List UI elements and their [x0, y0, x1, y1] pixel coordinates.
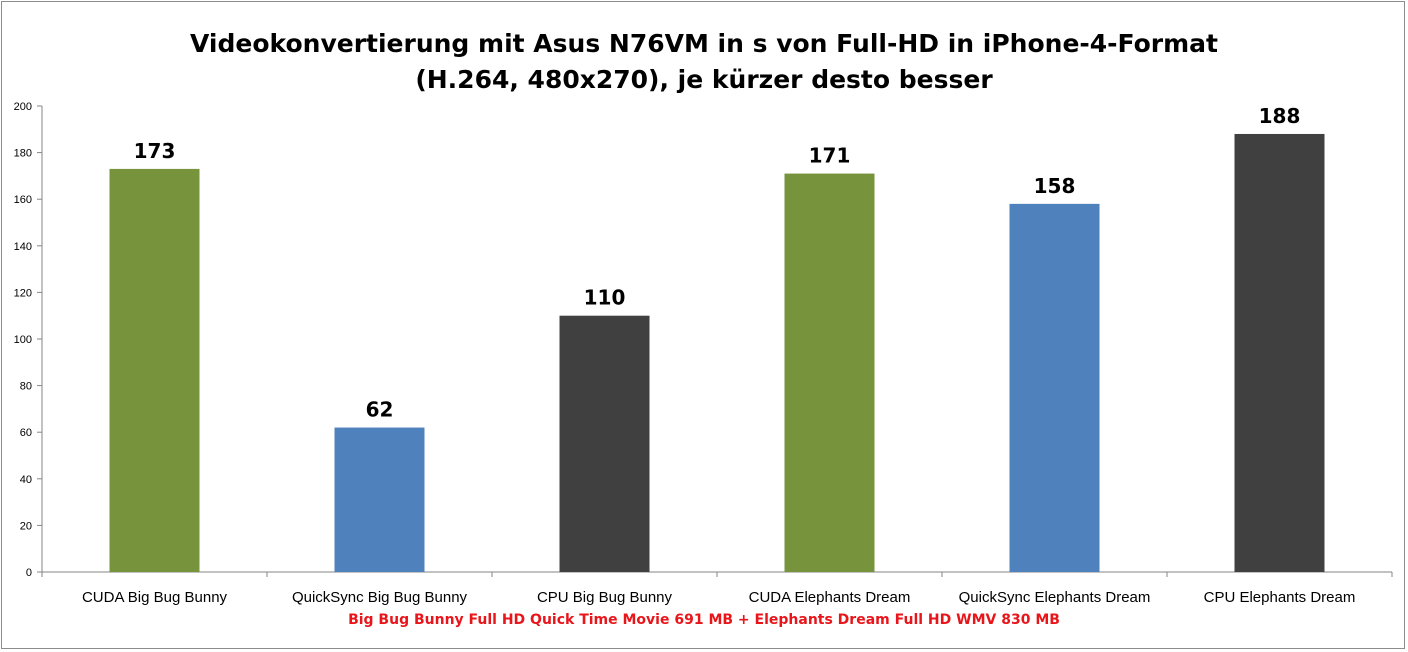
y-tick-label: 40: [20, 474, 32, 486]
data-label: 188: [1259, 104, 1301, 128]
data-label: 110: [584, 286, 626, 310]
data-labels: 173 62 110 171 158 188: [134, 104, 1301, 422]
x-axis-title: Big Bug Bunny Full HD Quick Time Movie 6…: [348, 612, 1060, 628]
y-tick-label: 180: [14, 148, 32, 160]
x-tick-label: CUDA Big Bug Bunny: [82, 589, 228, 606]
y-tick-label: 0: [26, 567, 32, 579]
data-label: 158: [1034, 174, 1076, 198]
x-axis: [41, 571, 1393, 577]
x-tick-label: QuickSync Big Bug Bunny: [292, 589, 468, 606]
chart-title: Videokonvertierung mit Asus N76VM in s v…: [0, 26, 1408, 98]
y-tick-label: 100: [14, 334, 32, 346]
x-tick-label: CUDA Elephants Dream: [749, 589, 911, 606]
y-tick-label: 200: [14, 101, 32, 113]
x-tick-label: CPU Elephants Dream: [1204, 589, 1356, 606]
bar: [559, 315, 650, 572]
chart-title-line-2: (H.264, 480x270), je kürzer desto besser: [415, 65, 993, 94]
y-tick-label: 20: [20, 520, 32, 532]
x-tick-labels: CUDA Big Bug Bunny QuickSync Big Bug Bunn…: [82, 589, 1355, 606]
y-tick-label: 160: [14, 194, 32, 206]
data-label: 171: [809, 144, 851, 168]
chart-title-line-1: Videokonvertierung mit Asus N76VM in s v…: [190, 29, 1218, 58]
bar: [1234, 133, 1325, 572]
data-label: 62: [366, 398, 394, 422]
bar: [334, 427, 425, 572]
y-tick-label: 140: [14, 241, 32, 253]
x-tick-label: CPU Big Bug Bunny: [537, 589, 673, 606]
y-tick-label: 80: [20, 381, 32, 393]
data-label: 173: [134, 139, 176, 163]
y-tick-label: 60: [20, 427, 32, 439]
bar: [109, 168, 200, 572]
bar: [784, 173, 875, 572]
bar: [1009, 203, 1100, 573]
bars: [109, 133, 1325, 573]
x-tick-label: QuickSync Elephants Dream: [959, 589, 1151, 606]
y-axis: 0 20 40 60 80 100 120 140 160 180 200: [14, 101, 43, 579]
y-tick-label: 120: [14, 287, 32, 299]
